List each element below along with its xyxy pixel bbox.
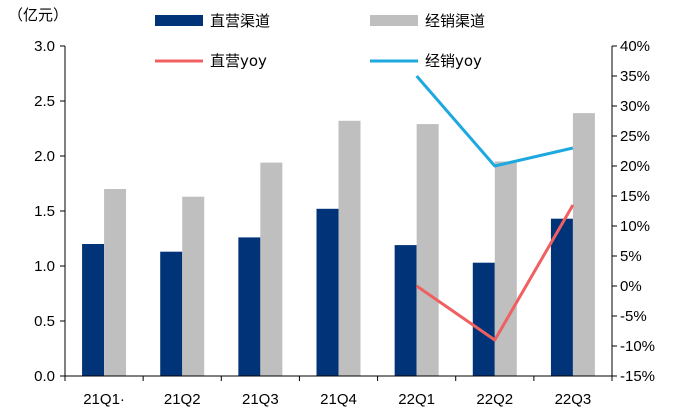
bar-direct-21Q1 (82, 244, 105, 376)
bar-distribution-21Q3 (260, 162, 283, 376)
legend: 直营渠道 经销渠道 直营yoy 经销yoy (155, 12, 485, 70)
bar-direct-22Q3 (550, 218, 573, 376)
left-tick-label: 0.5 (34, 313, 55, 330)
right-tick-label: 35% (620, 68, 650, 85)
bar-distribution-21Q1 (104, 189, 127, 376)
x-tick-label: 22Q1 (398, 391, 435, 408)
right-tick-label: -5% (620, 308, 647, 325)
bar-distribution-22Q3 (572, 113, 595, 376)
bar-direct-22Q1 (394, 245, 417, 376)
line-series-group (415, 75, 575, 342)
left-tick-label: 0.0 (34, 368, 55, 385)
bar-distribution-21Q2 (182, 196, 205, 376)
left-axis-unit-label: （亿元） (8, 6, 68, 24)
legend-label-direct-channel: 直营渠道 (210, 12, 270, 30)
x-tick-label: 22Q2 (476, 391, 513, 408)
bar-direct-21Q4 (316, 208, 339, 376)
left-tick-label: 2.5 (34, 93, 55, 110)
left-tick-label: 3.0 (34, 38, 55, 55)
legend-swatch-direct-channel (155, 15, 203, 26)
x-tick-label: 21Q4 (320, 391, 357, 408)
bar-distribution-21Q4 (338, 120, 361, 376)
right-tick-label: -10% (620, 338, 655, 355)
x-tick-label: 21Q3 (242, 391, 279, 408)
right-tick-label: 0% (620, 278, 642, 295)
legend-label-distribution-channel: 经销渠道 (425, 12, 485, 30)
legend-label-direct-yoy: 直营yoy (210, 52, 267, 70)
line-distribution-yoy (415, 75, 574, 168)
right-tick-label: 25% (620, 128, 650, 145)
right-tick-label: 30% (620, 98, 650, 115)
bar-series-group (82, 113, 595, 376)
right-tick-label: 10% (620, 218, 650, 235)
left-tick-label: 1.0 (34, 258, 55, 275)
axes-group: 0.0 0.5 1.0 1.5 2.0 2.5 3.0 -15% -10% -5% 0% 5% 10% 1… (34, 38, 655, 408)
line-direct-yoy (415, 204, 575, 342)
legend-label-distribution-yoy: 经销yoy (425, 52, 482, 70)
right-tick-label: 40% (620, 38, 650, 55)
right-tick-label: -15% (620, 368, 655, 385)
x-tick-label: 21Q1· (83, 391, 125, 408)
left-tick-label: 2.0 (34, 148, 55, 165)
x-tick-label: 21Q2 (164, 391, 201, 408)
right-tick-label: 20% (620, 158, 650, 175)
bar-direct-22Q2 (472, 262, 495, 376)
right-tick-label: 15% (620, 188, 650, 205)
bar-direct-21Q3 (238, 237, 261, 376)
left-tick-label: 1.5 (34, 203, 55, 220)
bar-distribution-22Q1 (416, 124, 439, 376)
bar-direct-21Q2 (160, 251, 183, 376)
bar-distribution-22Q2 (494, 161, 517, 376)
x-tick-label: 22Q3 (555, 391, 592, 408)
legend-swatch-distribution-channel (370, 15, 418, 26)
right-tick-label: 5% (620, 248, 642, 265)
